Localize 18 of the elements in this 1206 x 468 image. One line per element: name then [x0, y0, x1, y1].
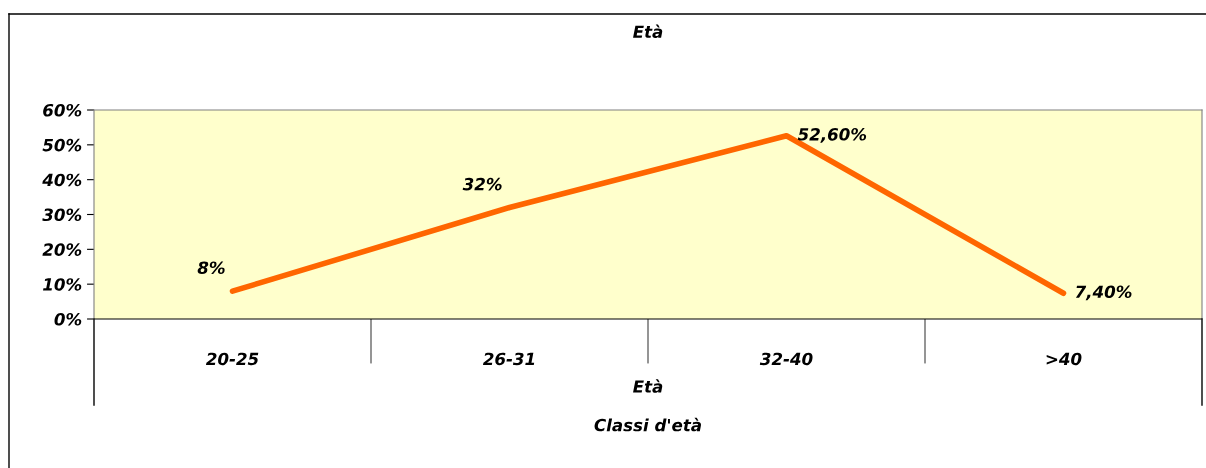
data-label: 52,60% — [797, 128, 867, 143]
y-tick-label: 60% — [43, 103, 82, 117]
y-tick-label: 50% — [42, 138, 82, 152]
x-tick-label: 32-40 — [759, 352, 813, 366]
chart-title: Età — [633, 24, 663, 39]
x-axis-title: Classi d'età — [594, 417, 701, 432]
data-label: 8% — [197, 261, 225, 275]
y-tick-label: 30% — [42, 208, 82, 222]
y-tick-label: 20% — [42, 243, 82, 256]
data-label: 32% — [462, 177, 502, 191]
y-tick-label: 0% — [54, 312, 82, 326]
text: Età — [633, 379, 663, 393]
y-tick-label: 10% — [43, 278, 82, 291]
x-tick-label: 20-25 — [205, 352, 259, 366]
data-label: 7,40% — [1075, 285, 1132, 301]
y-tick-label: 40% — [42, 173, 82, 187]
x-tick-label: 26-31 — [482, 352, 535, 366]
x-tick-label: >40 — [1046, 352, 1082, 366]
